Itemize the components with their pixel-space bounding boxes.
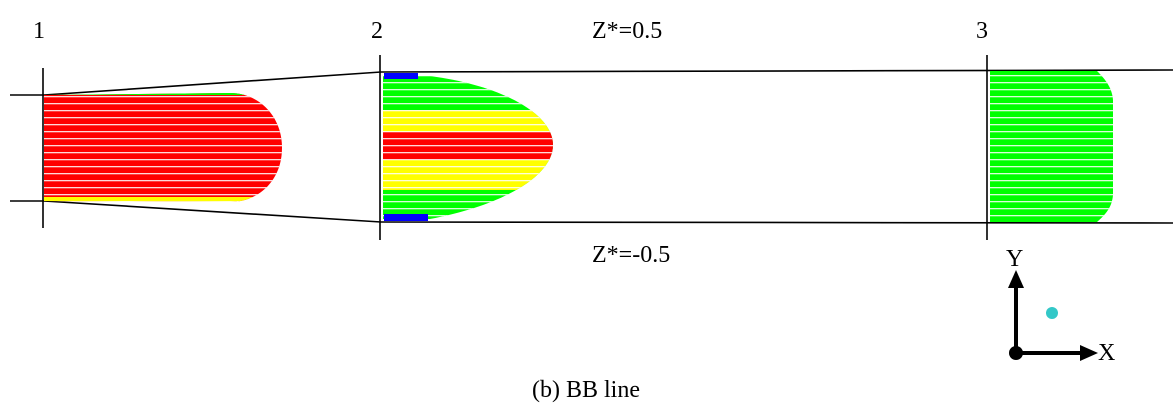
section-label-3: 3 <box>976 18 988 44</box>
figure-caption: (b) BB line <box>532 377 640 403</box>
coordinate-axes: Y X <box>1006 246 1115 366</box>
channel-top-wall <box>380 69 1173 73</box>
velocity-profile-section-2 <box>383 73 553 221</box>
contraction-top-wall <box>43 71 382 96</box>
channel-walls <box>10 69 1173 224</box>
section-lines <box>42 55 988 240</box>
z-bottom-label: Z*=-0.5 <box>592 242 670 268</box>
velocity-profile-section-3 <box>990 71 1113 222</box>
z-top-label: Z*=0.5 <box>592 18 662 44</box>
profile-2-blue-bottom <box>384 214 428 221</box>
section-label-2: 2 <box>371 18 383 44</box>
axis-x-label: X <box>1098 340 1115 366</box>
x-axis-arrow-icon <box>1080 345 1098 361</box>
y-axis-arrow-icon <box>1008 270 1024 288</box>
velocity-profile-section-1 <box>44 93 282 202</box>
axis-y-label: Y <box>1006 246 1023 272</box>
z-axis-dot-icon <box>1046 307 1058 319</box>
origin-dot-icon <box>1009 346 1023 360</box>
contraction-bottom-wall <box>43 200 382 223</box>
channel-bottom-wall <box>380 221 1173 224</box>
profile-2-blue-top <box>384 73 418 79</box>
section-label-1: 1 <box>33 18 45 44</box>
